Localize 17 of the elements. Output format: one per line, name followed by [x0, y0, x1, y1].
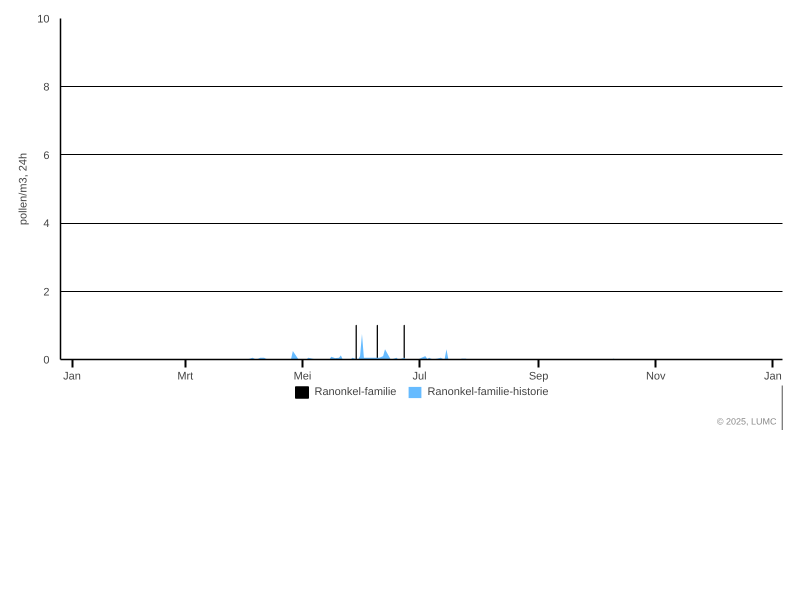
x-tick-label: Jan: [764, 370, 782, 382]
y-tick-label: 10: [37, 14, 50, 26]
y-tick-label: 4: [43, 218, 50, 230]
x-tick-label: Jul: [412, 370, 427, 382]
x-tick-label: Mrt: [177, 370, 194, 382]
y-axis-title: pollen/m3, 24h: [17, 152, 30, 226]
y-tick-label: 8: [43, 82, 50, 94]
x-tick-label: Sep: [528, 370, 548, 382]
x-tick-label: Nov: [646, 370, 666, 382]
y-tick-label: 0: [43, 354, 50, 366]
y-tick-label: 6: [43, 150, 50, 162]
x-tick-label: Mei: [294, 370, 312, 382]
y-tick-label: 2: [43, 286, 50, 298]
x-tick-label: Jan: [63, 370, 81, 382]
text: © 2025, LUMC: [716, 416, 777, 426]
legend-label: Ranonkel-familie-historie: [427, 385, 548, 399]
legend-label: Ranonkel-familie: [314, 385, 396, 399]
